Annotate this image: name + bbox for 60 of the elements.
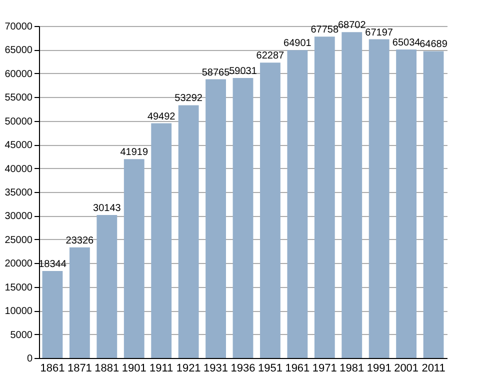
bar [342,32,362,358]
data-label: 65034 [392,38,421,49]
data-label: 18344 [38,258,67,270]
bar [396,50,417,358]
data-label: 62287 [256,50,285,62]
x-tick-label: 1991 [366,362,392,373]
bar [124,159,144,358]
y-tick-label: 50000 [4,116,33,128]
bar [151,123,172,358]
x-tick-label: 1861 [40,362,65,373]
y-tick-label: 70000 [4,22,33,32]
bar [232,78,254,358]
data-label: 30143 [93,203,122,214]
x-tick-label: 1951 [258,362,282,373]
x-tick-label: 1936 [230,362,256,373]
bar [368,39,390,358]
y-tick-label: 40000 [4,164,33,175]
data-label: 67758 [310,24,339,36]
bar [96,215,118,358]
y-tick-label: 0 [26,354,33,364]
x-tick-label: 1961 [285,362,310,373]
data-label: 64689 [420,39,448,50]
y-tick-label: 5000 [10,330,33,341]
y-tick-label: 15000 [4,282,33,294]
y-tick-label: 10000 [4,306,33,318]
x-tick-label: 1881 [94,362,120,373]
bar [206,79,226,358]
y-tick-label: 45000 [4,140,33,152]
x-tick-label: 1871 [67,362,92,373]
x-tick-label: 1971 [312,362,337,373]
y-tick-label: 35000 [4,188,33,198]
data-label: 68702 [338,20,366,32]
data-label: 64901 [284,38,312,50]
bar [42,270,63,358]
x-tick-label: 1931 [204,362,228,373]
data-label: 49492 [147,111,176,122]
bar [178,105,199,358]
x-tick-label: 2001 [394,362,419,373]
data-label: 67197 [365,27,394,38]
y-tick-label: 25000 [4,234,33,246]
bar [314,36,335,358]
y-tick-label: 30000 [4,211,33,222]
x-tick-label: 1921 [176,362,201,373]
y-tick-label: 65000 [4,45,33,56]
y-tick-label: 20000 [4,258,33,270]
data-label: 23326 [66,235,94,246]
y-tick-label: 55000 [4,92,33,104]
y-tick-label: 60000 [4,68,33,80]
bar [287,50,308,358]
bar [423,51,444,358]
bar [260,62,280,358]
data-label: 41919 [120,147,148,158]
x-tick-label: 1911 [150,362,174,373]
data-label: 59031 [229,66,258,78]
x-tick-label: 2011 [422,362,446,373]
data-label: 58765 [202,67,230,78]
x-tick-label: 1981 [340,362,364,373]
data-label: 53292 [174,93,203,104]
bar [69,247,90,358]
x-tick-label: 1901 [122,362,146,373]
